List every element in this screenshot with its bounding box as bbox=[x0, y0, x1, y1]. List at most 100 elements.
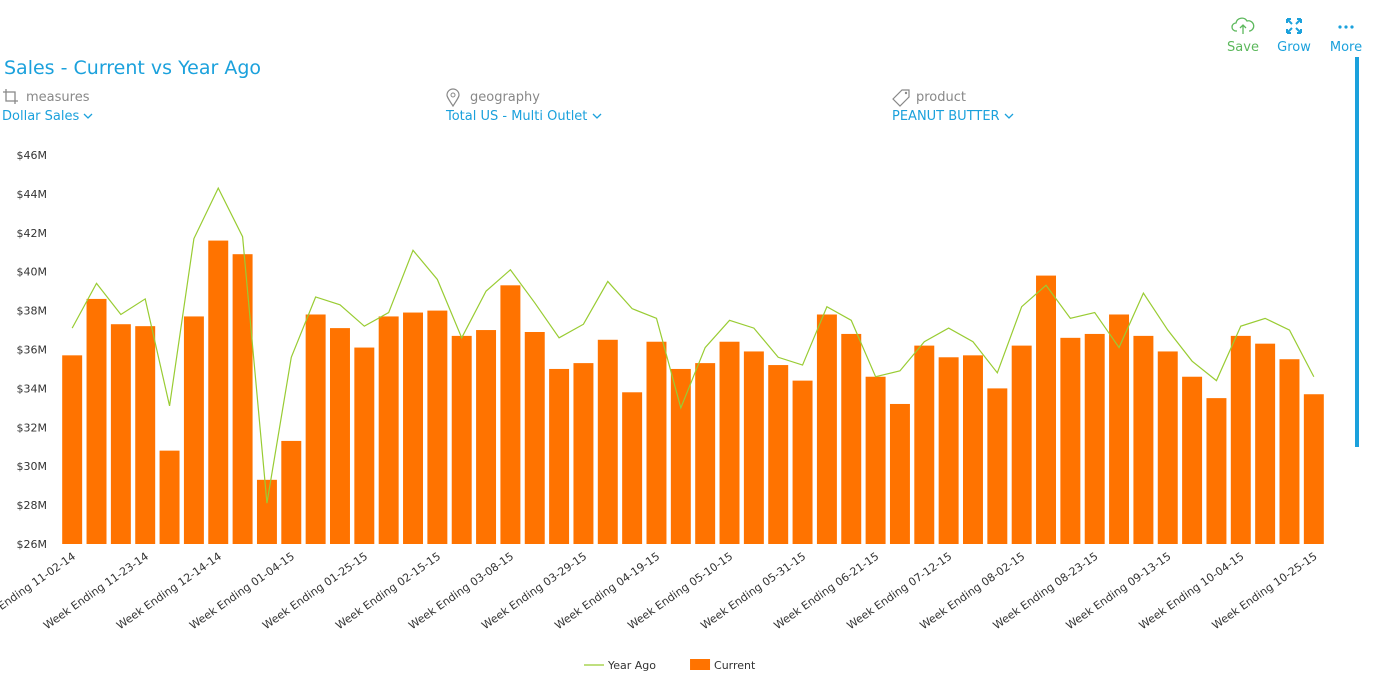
bar bbox=[889, 403, 910, 544]
bar bbox=[183, 316, 204, 544]
bar bbox=[500, 285, 521, 544]
bar bbox=[208, 240, 229, 544]
line bbox=[71, 186, 1315, 504]
more-icon bbox=[1338, 25, 1354, 29]
more-label: More bbox=[1329, 40, 1363, 55]
tag-icon bbox=[892, 89, 910, 107]
filter-label: product bbox=[916, 90, 967, 105]
chevron bbox=[1004, 113, 1014, 119]
y-tick-label: $26M bbox=[17, 538, 48, 551]
filter-product: product PEANUT BUTTER bbox=[892, 89, 1014, 124]
filter-value[interactable]: Total US - Multi Outlet bbox=[446, 109, 602, 124]
y-tick-label: $40M bbox=[17, 266, 48, 279]
bar bbox=[329, 328, 350, 544]
filter-value-text: Dollar Sales bbox=[2, 109, 80, 124]
scrollbar[interactable] bbox=[1355, 57, 1359, 447]
bar bbox=[232, 254, 253, 544]
bar bbox=[1182, 376, 1203, 544]
bar bbox=[1303, 394, 1324, 544]
more-button[interactable]: More bbox=[1321, 16, 1371, 55]
bar bbox=[1255, 343, 1276, 544]
bar bbox=[403, 312, 424, 544]
y-tick-label: $44M bbox=[17, 188, 48, 201]
bar bbox=[646, 341, 667, 544]
bar bbox=[451, 335, 472, 544]
bar bbox=[695, 363, 716, 544]
bar bbox=[1157, 351, 1178, 544]
bar bbox=[86, 298, 107, 544]
y-tick-label: $28M bbox=[17, 499, 48, 512]
save-label: Save bbox=[1227, 40, 1259, 55]
filter-value[interactable]: PEANUT BUTTER bbox=[892, 109, 1014, 124]
bar bbox=[719, 341, 740, 544]
bar bbox=[476, 330, 497, 544]
bar bbox=[378, 316, 399, 544]
bar bbox=[135, 326, 156, 544]
bar bbox=[281, 440, 302, 544]
filter-value[interactable]: Dollar Sales bbox=[2, 109, 93, 124]
bar bbox=[792, 380, 813, 544]
bar bbox=[159, 450, 180, 544]
filter-value-text: PEANUT BUTTER bbox=[892, 109, 1000, 124]
bar bbox=[743, 351, 764, 544]
filter-label: geography bbox=[470, 90, 540, 105]
bar bbox=[816, 314, 837, 544]
bar bbox=[549, 368, 570, 544]
y-tick-label: $34M bbox=[17, 382, 48, 395]
bar bbox=[427, 310, 448, 544]
legend-label: Current bbox=[714, 659, 756, 672]
legend-item: Current bbox=[690, 659, 756, 672]
bar bbox=[1109, 314, 1130, 544]
bar bbox=[1206, 398, 1227, 544]
bar bbox=[62, 355, 83, 544]
save-icon bbox=[1231, 17, 1255, 34]
crop-icon bbox=[3, 89, 18, 104]
chart-title: Sales - Current vs Year Ago bbox=[4, 57, 262, 79]
bar bbox=[305, 314, 326, 544]
bar bbox=[354, 347, 375, 544]
bar bbox=[1060, 337, 1081, 544]
bar bbox=[938, 357, 959, 544]
legend-swatch bbox=[690, 659, 711, 670]
y-tick-label: $30M bbox=[17, 460, 48, 473]
grow-icon bbox=[1286, 18, 1302, 34]
bar bbox=[110, 324, 131, 544]
filter-value-text: Total US - Multi Outlet bbox=[446, 109, 588, 124]
chevron bbox=[83, 113, 93, 119]
bar bbox=[1036, 275, 1057, 544]
bar bbox=[256, 479, 277, 544]
legend-label: Year Ago bbox=[607, 659, 656, 672]
bar bbox=[865, 376, 886, 544]
bar bbox=[768, 365, 789, 544]
grow-button[interactable]: Grow bbox=[1269, 16, 1319, 55]
bar bbox=[1230, 335, 1251, 544]
legend-item: Year Ago bbox=[584, 659, 656, 672]
bar bbox=[670, 368, 691, 544]
bar bbox=[1279, 359, 1300, 544]
x-tick-label: Week Ending 11-02-14 bbox=[0, 550, 78, 632]
y-tick-label: $36M bbox=[17, 344, 48, 357]
y-tick-label: $42M bbox=[17, 227, 48, 240]
bar bbox=[914, 345, 935, 544]
save-button[interactable]: Save bbox=[1218, 16, 1268, 55]
bar bbox=[1084, 333, 1105, 544]
chevron bbox=[592, 113, 602, 119]
bar bbox=[1133, 335, 1154, 544]
y-tick-label: $38M bbox=[17, 305, 48, 318]
bar bbox=[962, 355, 983, 544]
bar bbox=[841, 333, 862, 544]
pin-icon bbox=[446, 88, 460, 108]
filter-geography: geography Total US - Multi Outlet bbox=[446, 88, 602, 124]
bar bbox=[597, 339, 618, 544]
bar bbox=[622, 392, 643, 544]
bar bbox=[987, 388, 1008, 544]
bar bbox=[1011, 345, 1032, 544]
bar bbox=[573, 363, 594, 544]
grow-label: Grow bbox=[1277, 40, 1311, 55]
y-tick-label: $32M bbox=[17, 421, 48, 434]
bar bbox=[524, 331, 545, 544]
filter-label: measures bbox=[26, 90, 90, 105]
filter-measures: measures Dollar Sales bbox=[2, 89, 93, 124]
